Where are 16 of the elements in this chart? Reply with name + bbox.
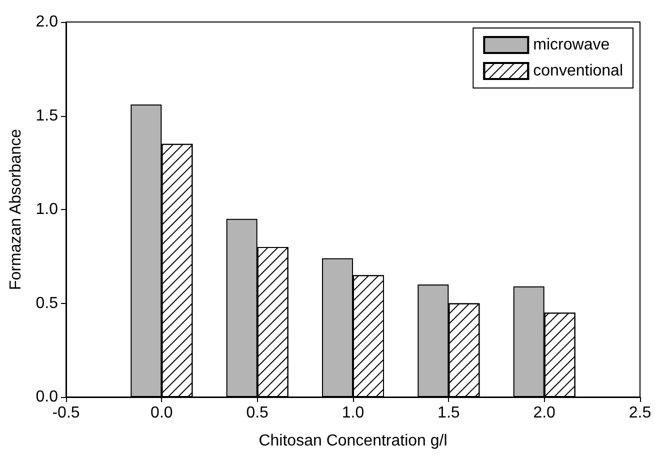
x-tick-label: 2.5 <box>628 404 652 422</box>
x-tick-label: 1.5 <box>438 404 460 422</box>
x-tick-label: 0.0 <box>150 404 173 422</box>
legend-label: conventional <box>533 62 623 80</box>
y-tick-label: 1.0 <box>36 201 58 218</box>
y-axis-title: Formazan Absorbance <box>8 128 24 290</box>
y-tick-label: 1.5 <box>36 107 58 124</box>
x-tick-label: 2.0 <box>533 404 556 422</box>
x-tick-label: 0.5 <box>246 404 269 422</box>
x-tick-label: -0.5 <box>52 404 80 422</box>
y-tick-label: 0.0 <box>36 388 58 406</box>
x-tick-label: 1.0 <box>342 404 364 422</box>
legend-label: microwave <box>533 36 610 54</box>
y-tick-label: 2.0 <box>36 14 58 30</box>
x-axis-title: Chitosan Concentration g/l <box>258 432 448 450</box>
y-tick-label: 0.5 <box>36 294 58 312</box>
